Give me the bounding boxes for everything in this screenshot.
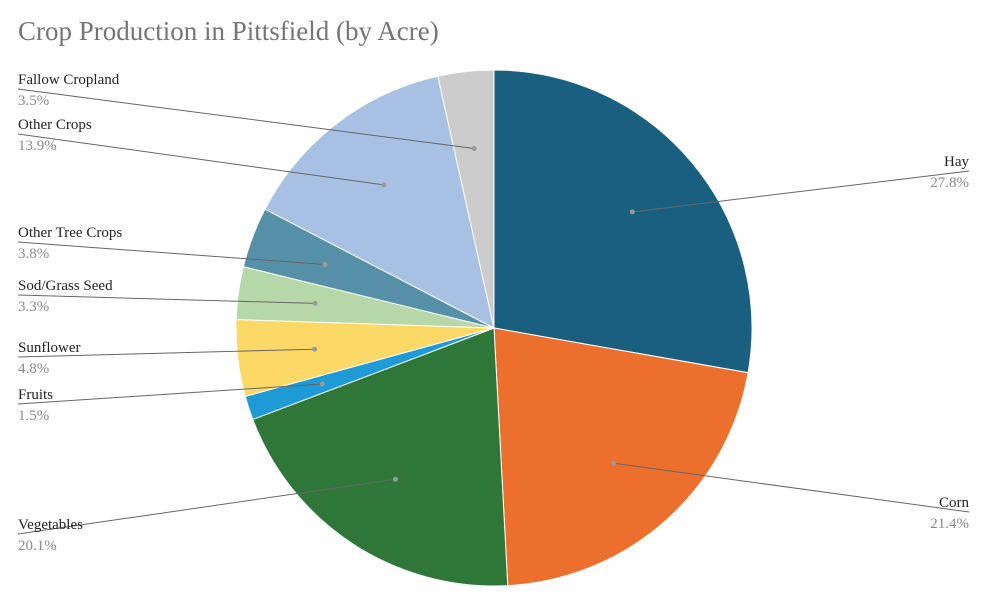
slice-label: Corn [939,495,970,511]
slice-percent-label: 1.5% [18,408,49,424]
slice-label: Sunflower [18,340,81,356]
chart-title: Crop Production in Pittsfield (by Acre) [18,16,439,46]
leader-dot [611,460,617,466]
leader-dot [312,300,318,306]
slice-label: Other Tree Crops [18,225,122,241]
slice-label: Fruits [18,387,53,403]
leader-dot [322,262,328,267]
pie-slice-other-crops [264,75,495,329]
leader-line [632,170,970,213]
slice-percent-label: 3.3% [18,299,49,315]
pie-slice-corn [493,327,749,587]
leader-dot [312,346,318,352]
slice-label: Fallow Cropland [18,72,120,88]
leader-dot [392,476,398,482]
pie-slice-fallow-cropland [437,69,495,329]
leader-dot [319,381,325,387]
slice-label: Other Crops [18,117,92,133]
slice-percent-label: 13.9% [18,138,57,154]
slice-percent-label: 21.4% [930,516,969,532]
slice-label: Hay [944,154,969,170]
leader-dot [471,146,477,151]
slice-percent-label: 3.8% [18,246,49,262]
leader-line [17,241,325,265]
slice-percent-label: 27.8% [930,175,969,191]
leader-line [17,348,315,358]
leader-dot [629,209,635,215]
leader-line [17,478,396,535]
slice-labels: Hay 27.8% Corn 21.4% Vegetables 20.1% Fruits 1.… [18,72,970,554]
pie-slice-hay [493,69,753,374]
pie-slices [235,69,753,587]
leader-line [17,88,475,149]
slice-percent-label: 20.1% [18,538,57,554]
label-leaders [17,88,970,535]
pie-slice-vegetables [252,327,509,587]
leader-line [613,462,970,513]
leader-line [17,383,323,405]
slice-label: Vegetables [18,517,83,533]
slice-label: Sod/Grass Seed [18,278,113,294]
leader-dot [381,182,387,188]
leader-line [17,133,384,186]
leader-line [17,294,316,304]
slice-percent-label: 4.8% [18,361,49,377]
slice-percent-label: 3.5% [18,93,49,109]
